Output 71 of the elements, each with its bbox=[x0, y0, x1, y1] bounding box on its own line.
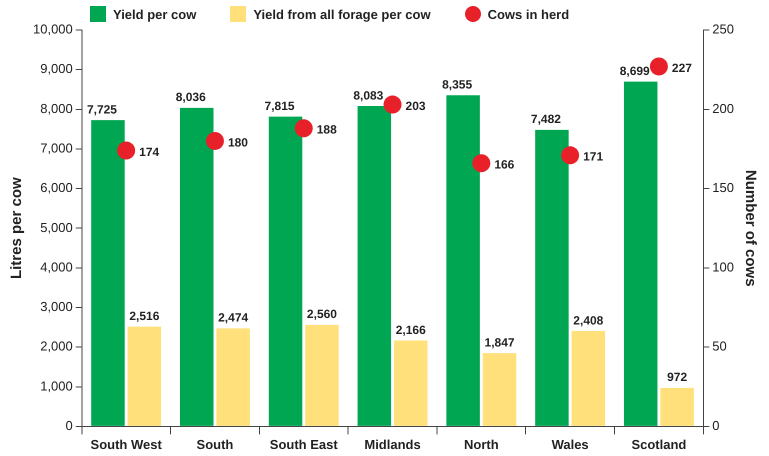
bar bbox=[91, 120, 125, 426]
data-label: 227 bbox=[672, 60, 692, 75]
bar bbox=[535, 130, 569, 426]
y2-tick-label: 200 bbox=[712, 100, 734, 116]
data-label: 2,516 bbox=[129, 308, 160, 323]
x-tick-label: Wales bbox=[552, 436, 589, 452]
x-tick-label: North bbox=[464, 436, 499, 452]
point bbox=[117, 142, 136, 160]
y-tick-label: 4,000 bbox=[40, 259, 73, 274]
data-label: 203 bbox=[406, 98, 426, 113]
x-tick-label: South West bbox=[90, 436, 162, 452]
bar bbox=[358, 106, 392, 426]
x-tick-label: Midlands bbox=[364, 436, 421, 452]
data-label: 972 bbox=[667, 370, 688, 384]
point bbox=[294, 119, 313, 138]
legend-label: Yield from all forage per cow bbox=[253, 6, 431, 22]
bar bbox=[624, 82, 658, 426]
bar bbox=[572, 330, 606, 426]
bar bbox=[446, 95, 480, 426]
data-label: 7,815 bbox=[264, 98, 295, 113]
y-tick-label: 8,000 bbox=[40, 100, 73, 116]
data-label: 8,036 bbox=[176, 90, 206, 104]
x-tick-label: Scotland bbox=[631, 436, 686, 452]
data-label: 8,083 bbox=[353, 88, 384, 102]
data-label: 2,166 bbox=[396, 322, 426, 337]
y2-tick-label: 100 bbox=[712, 259, 734, 274]
point bbox=[650, 57, 668, 76]
y-tick-label: 7,000 bbox=[40, 140, 73, 156]
data-label: 7,725 bbox=[86, 102, 118, 116]
data-label: 188 bbox=[316, 122, 338, 137]
y-tick-label: 1,000 bbox=[40, 378, 73, 394]
y-tick-label: 9,000 bbox=[40, 61, 73, 76]
y2-axis-title: Number of cows bbox=[742, 170, 759, 287]
legend-label: Yield per cow bbox=[113, 6, 196, 22]
y2-tick-label: 50 bbox=[712, 338, 727, 354]
y-tick-label: 3,000 bbox=[40, 299, 73, 314]
point bbox=[206, 132, 224, 150]
data-label: 166 bbox=[494, 158, 515, 172]
x-tick-label: South bbox=[196, 436, 234, 452]
bar bbox=[394, 340, 428, 426]
y-tick-label: 2,000 bbox=[40, 338, 73, 354]
y2-tick-label: 0 bbox=[712, 418, 720, 433]
y2-tick-label: 250 bbox=[712, 22, 734, 37]
y-tick-label: 0 bbox=[66, 418, 73, 433]
data-label: 174 bbox=[139, 144, 160, 159]
data-label: 8,355 bbox=[442, 78, 472, 92]
legend-label: Cows in herd bbox=[488, 6, 570, 22]
bar bbox=[305, 324, 339, 426]
bar bbox=[660, 388, 694, 426]
data-label: 7,482 bbox=[530, 112, 562, 126]
x-tick-label: South East bbox=[270, 436, 338, 452]
bar bbox=[180, 108, 214, 426]
y-axis-title: Litres per cow bbox=[8, 177, 26, 280]
point bbox=[561, 146, 580, 164]
point bbox=[384, 96, 402, 114]
data-label: 2,474 bbox=[218, 310, 248, 325]
data-label: 171 bbox=[583, 150, 604, 164]
data-label: 180 bbox=[228, 135, 248, 150]
bar bbox=[268, 116, 302, 426]
y-tick-label: 6,000 bbox=[40, 180, 73, 196]
point bbox=[472, 154, 490, 172]
data-label: 1,847 bbox=[484, 335, 515, 350]
y-tick-label: 5,000 bbox=[40, 220, 73, 235]
bar bbox=[128, 326, 162, 426]
y2-tick-label: 150 bbox=[712, 180, 734, 196]
data-label: 2,408 bbox=[573, 313, 604, 328]
data-label: 8,699 bbox=[620, 64, 650, 78]
data-label: 2,560 bbox=[306, 307, 338, 322]
y-tick-label: 10,000 bbox=[32, 22, 73, 37]
bar bbox=[216, 328, 250, 426]
bar bbox=[482, 353, 516, 426]
